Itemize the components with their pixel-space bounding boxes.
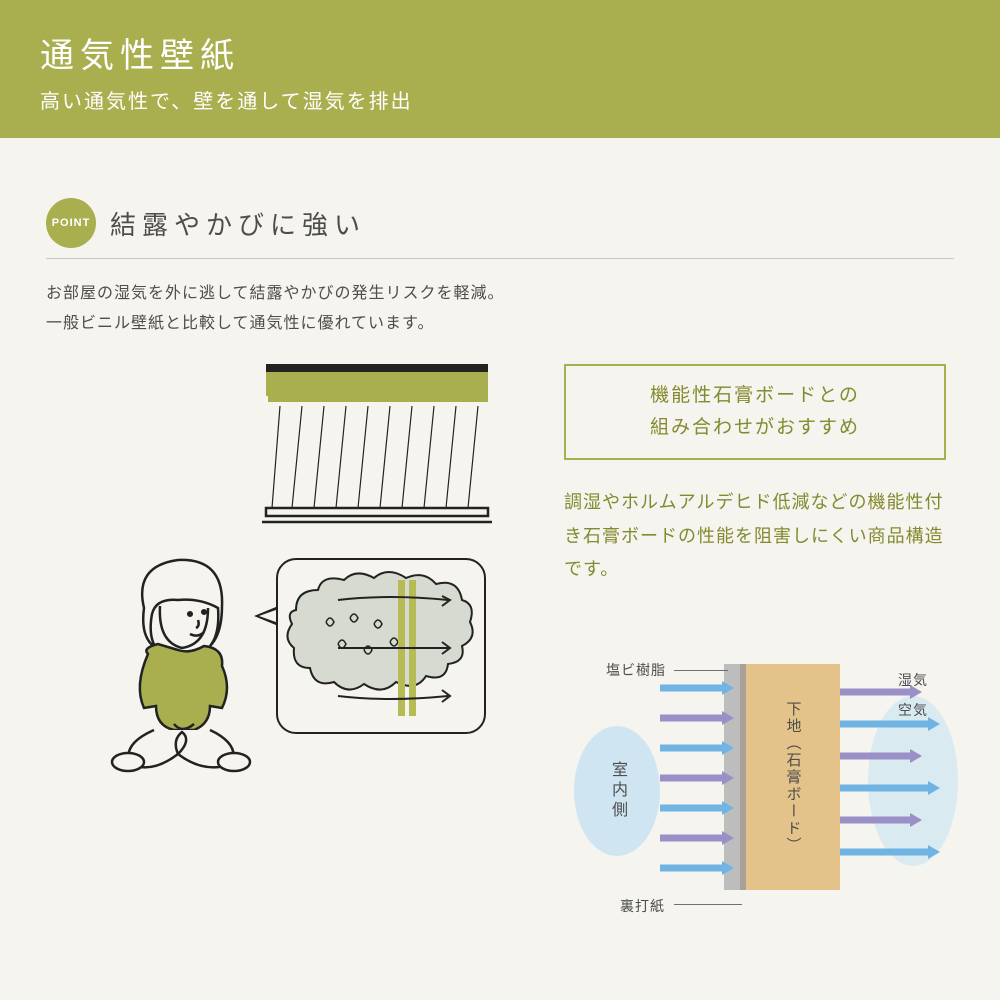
flow-arrow-icon (840, 842, 942, 862)
callout-box: 機能性石膏ボードとの 組み合わせがおすすめ (564, 364, 946, 461)
room-side-label: 室内側 (574, 726, 660, 856)
layer-diagram: 室内側下地（石膏ボード）塩ビ樹脂裏打紙湿気空気 (556, 646, 954, 936)
point-title: 結露やかびに強い (110, 205, 366, 242)
header-banner: 通気性壁紙 高い通気性で、壁を通して湿気を排出 (0, 0, 1000, 138)
flow-arrow-icon (660, 678, 736, 698)
callout-line: 組み合わせがおすすめ (576, 412, 934, 444)
flow-arrow-icon (840, 682, 924, 702)
info-column: 機能性石膏ボードとの 組み合わせがおすすめ 調湿やホルムアルデヒド低減などの機能… (556, 358, 954, 936)
flow-arrow-icon (660, 738, 736, 758)
illustration-column (46, 358, 526, 936)
callout-line: 機能性石膏ボードとの (576, 380, 934, 412)
vinyl-label: 塩ビ樹脂 (606, 660, 666, 680)
flow-arrow-icon (840, 746, 924, 766)
point-heading-row: POINT 結露やかびに強い (46, 198, 954, 248)
speech-bubble (276, 558, 486, 734)
flow-arrow-icon (660, 708, 736, 728)
flow-arrow-icon (840, 810, 924, 830)
point-badge: POINT (46, 198, 96, 248)
page-title: 通気性壁紙 (40, 28, 960, 77)
bubble-diagram-icon (278, 560, 488, 736)
flow-arrow-icon (840, 778, 942, 798)
flow-arrow-icon (660, 858, 736, 878)
flow-arrow-icon (840, 714, 942, 734)
callout-description: 調湿やホルムアルデヒド低減などの機能性付き石膏ボードの性能を阻害しにくい商品構造… (556, 486, 954, 586)
paper-label: 裏打紙 (620, 896, 665, 916)
description-text: お部屋の湿気を外に逃して結露やかびの発生リスクを軽減。一般ビニル壁紙と比較して通… (46, 279, 954, 340)
content-area: POINT 結露やかびに強い お部屋の湿気を外に逃して結露やかびの発生リスクを軽… (0, 138, 1000, 936)
flow-arrow-icon (660, 798, 736, 818)
flow-arrow-icon (660, 828, 736, 848)
person-illustration (82, 548, 282, 778)
gypsum-board-layer: 下地（石膏ボード） (746, 664, 840, 890)
window-illustration (262, 358, 492, 528)
page-subtitle: 高い通気性で、壁を通して湿気を排出 (40, 85, 960, 114)
flow-arrow-icon (660, 768, 736, 788)
divider (46, 258, 954, 259)
